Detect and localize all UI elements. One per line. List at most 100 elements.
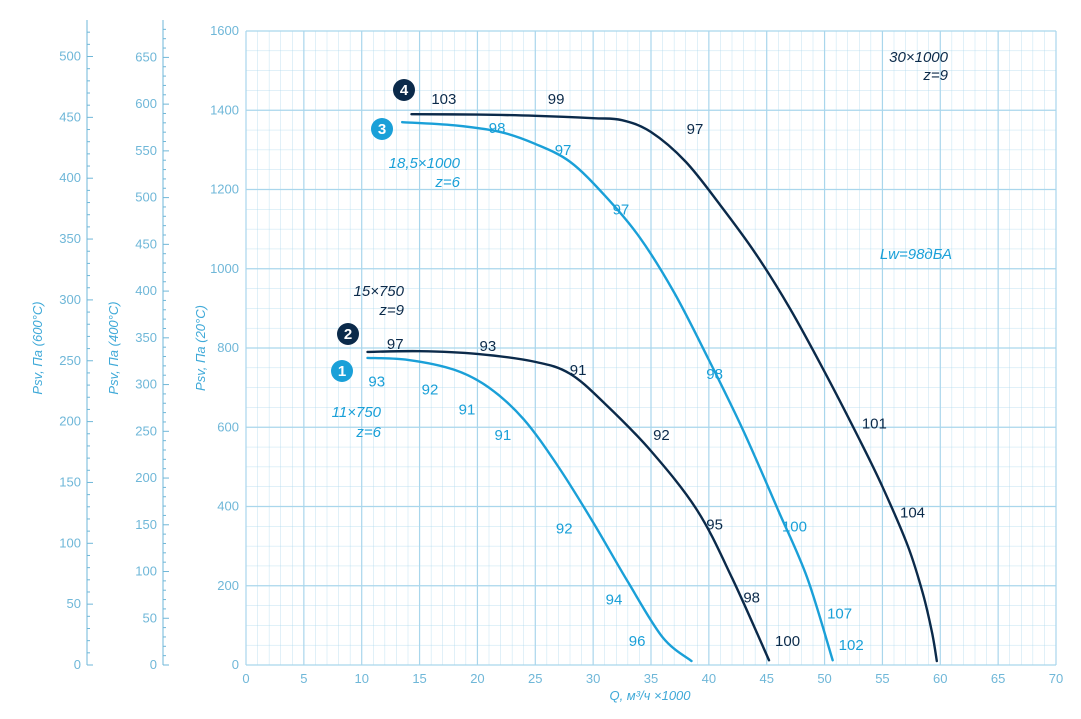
x-tick-label: 55 [875,671,889,686]
y-tick-label-600c: 150 [59,474,81,489]
x-tick-label: 60 [933,671,947,686]
sound-level-label: 97 [613,201,630,218]
y-tick-label-600c: 0 [74,657,81,672]
chart-annotations: 103 99 98 97 97 97 97 93 91 93 92 91 91 92 98 92 95 100 10… [368,91,925,654]
sound-level-label: 92 [422,382,439,399]
y-axis-label-400c: Psv, Па (400°С) [106,301,121,394]
y-axis-label-600c: Psv, Па (600°С) [30,301,45,394]
chart-axes: 0 5 10 15 20 25 30 35 40 45 50 55 60 65 70020040060080… [59,20,1063,686]
y-tick-label-600c: 500 [59,49,81,64]
y-tick-label-600c: 300 [59,292,81,307]
sound-level-label: 97 [387,336,404,353]
x-tick-label: 70 [1049,671,1063,686]
model-label-2-line2: z=9 [378,302,404,319]
y-tick-label-20c: 1400 [210,102,239,117]
model-label-3-line1: 18,5×1000 [389,155,461,172]
curve-marker-3-label: 3 [378,121,386,138]
curve-1 [366,356,693,663]
x-tick-label: 0 [242,671,249,686]
x-tick-label: 20 [470,671,484,686]
y-tick-label-20c: 1600 [210,23,239,38]
y-tick-label-600c: 50 [67,596,81,611]
y-tick-label-400c: 50 [143,610,157,625]
y-tick-label-400c: 600 [135,96,157,111]
x-tick-label: 5 [300,671,307,686]
curve-marker-1 [331,360,353,382]
y-tick-label-400c: 650 [135,49,157,64]
sound-level-label: 91 [459,401,476,418]
y-tick-label-400c: 550 [135,143,157,158]
curve-marker-3 [371,118,393,140]
sound-level-label: 100 [775,633,800,650]
x-tick-label: 65 [991,671,1005,686]
sound-level-label: 102 [839,637,864,654]
x-tick-label: 35 [644,671,658,686]
x-tick-label: 40 [702,671,716,686]
model-label-3-line2: z=6 [434,174,460,191]
sound-level-label: 92 [556,520,573,537]
y-tick-label-400c: 350 [135,330,157,345]
model-label-1-line2: z=6 [355,424,381,441]
y-tick-label-600c: 250 [59,353,81,368]
sound-level-label: 98 [706,366,723,383]
curve-3 [401,120,834,662]
curve-marker-2 [337,323,359,345]
x-axis-label: Q, м³/ч ×1000 [609,688,691,703]
sound-level-label: 101 [862,415,887,432]
y-tick-label-20c: 200 [217,578,239,593]
curve-2 [366,349,771,662]
x-tick-label: 50 [817,671,831,686]
sound-level-label: 93 [368,374,385,391]
sound-level-label: 97 [555,142,572,159]
sound-power-label: Lw=98дБА [880,246,952,263]
y-tick-label-400c: 200 [135,470,157,485]
sound-level-label: 91 [495,427,512,444]
sound-level-label: 94 [606,592,623,609]
y-tick-label-20c: 1000 [210,261,239,276]
y-tick-label-20c: 400 [217,499,239,514]
y-tick-label-400c: 400 [135,283,157,298]
y-tick-label-400c: 0 [150,657,157,672]
curve-marker-4 [393,79,415,101]
y-tick-label-20c: 0 [232,657,239,672]
curve-markers: 4 3 2 1 [331,79,415,382]
sound-level-label: 93 [479,338,496,355]
x-tick-label: 45 [759,671,773,686]
y-axis-label-20c: Psv, Па (20°С) [193,305,208,391]
y-tick-label-600c: 450 [59,109,81,124]
x-tick-label: 15 [412,671,426,686]
y-tick-label-600c: 400 [59,170,81,185]
x-tick-label: 30 [586,671,600,686]
curve-marker-2-label: 2 [344,326,352,343]
sound-level-label: 100 [782,518,807,535]
y-tick-label-400c: 150 [135,517,157,532]
model-label-4-line2: z=9 [922,67,948,84]
y-tick-label-20c: 800 [217,340,239,355]
sound-level-label: 104 [900,504,925,521]
sound-level-label: 107 [827,605,852,622]
y-tick-label-20c: 1200 [210,182,239,197]
y-tick-label-400c: 500 [135,190,157,205]
sound-level-label: 97 [687,121,704,138]
y-tick-label-400c: 450 [135,236,157,251]
sound-level-label: 99 [548,91,565,108]
x-tick-label: 10 [354,671,368,686]
y-tick-label-400c: 300 [135,377,157,392]
sound-level-label: 103 [431,91,456,108]
model-label-1-line1: 11×750 [332,404,382,421]
curve-marker-1-label: 1 [338,363,346,380]
model-label-4-line1: 30×1000 [889,49,948,66]
curve-marker-4-label: 4 [400,82,409,99]
sound-level-label: 98 [743,590,760,607]
sound-level-label: 92 [653,427,670,444]
curve-4 [410,113,939,663]
y-tick-label-400c: 100 [135,564,157,579]
chart-grid [245,30,1057,666]
y-tick-label-400c: 250 [135,423,157,438]
sound-level-label: 96 [629,633,646,650]
y-tick-label-600c: 350 [59,231,81,246]
sound-level-label: 98 [489,120,506,137]
y-tick-label-600c: 200 [59,414,81,429]
y-tick-label-20c: 600 [217,419,239,434]
